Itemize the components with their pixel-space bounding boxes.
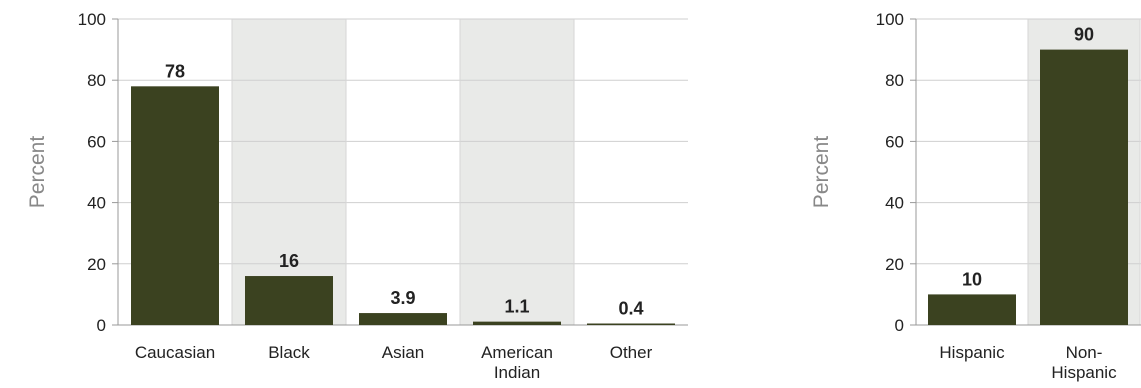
data-label: 90: [1074, 25, 1094, 45]
category-label-line: Hispanic: [1051, 363, 1117, 382]
category-band: [232, 19, 346, 325]
y-axis-title: Percent: [810, 136, 833, 209]
category-label: Asian: [382, 343, 425, 362]
category-label: Caucasian: [135, 343, 215, 362]
category-label-line: Asian: [382, 343, 425, 362]
y-axis-title: Percent: [26, 136, 49, 209]
y-tick-label: 20: [885, 255, 904, 274]
y-tick-label: 100: [78, 10, 106, 29]
bar: [928, 294, 1016, 325]
category-label: Black: [268, 343, 310, 362]
category-label: Non-Hispanic: [1051, 343, 1117, 382]
data-label: 10: [962, 269, 982, 289]
category-band: [460, 19, 574, 325]
data-label: 16: [279, 251, 299, 271]
y-tick-label: 0: [895, 316, 904, 335]
y-tick-label: 100: [876, 10, 904, 29]
category-label: Other: [610, 343, 653, 362]
category-label-line: American: [481, 343, 553, 362]
data-label: 3.9: [390, 288, 415, 308]
category-label-line: Hispanic: [939, 343, 1005, 362]
y-tick-label: 40: [885, 194, 904, 213]
y-tick-label: 0: [97, 316, 106, 335]
bar: [473, 321, 561, 325]
y-tick-label: 60: [885, 132, 904, 151]
category-label-line: Black: [268, 343, 310, 362]
category-label-line: Other: [610, 343, 653, 362]
category-label: Hispanic: [939, 343, 1005, 362]
data-label: 78: [165, 61, 185, 81]
category-label-line: Indian: [494, 363, 540, 382]
bar: [131, 86, 219, 325]
data-label: 0.4: [618, 299, 643, 319]
bar: [587, 323, 675, 325]
y-tick-label: 40: [87, 194, 106, 213]
bar: [1040, 49, 1128, 325]
category-label-line: Non-: [1066, 343, 1103, 362]
race-bar-chart: 0 20 40 60 80 100 Percent 78 Caucasian 16 Black 3.9…: [26, 10, 688, 382]
category-label-line: Caucasian: [135, 343, 215, 362]
y-tick-label: 80: [87, 71, 106, 90]
bar: [359, 313, 447, 325]
category-label: American Indian: [481, 343, 553, 382]
y-tick-label: 60: [87, 132, 106, 151]
ethnicity-bar-chart: 020406080100Percent10Hispanic90Non-Hispa…: [810, 10, 1141, 382]
data-label: 1.1: [504, 297, 529, 317]
y-tick-label: 80: [885, 71, 904, 90]
bar: [245, 276, 333, 325]
y-tick-label: 20: [87, 255, 106, 274]
